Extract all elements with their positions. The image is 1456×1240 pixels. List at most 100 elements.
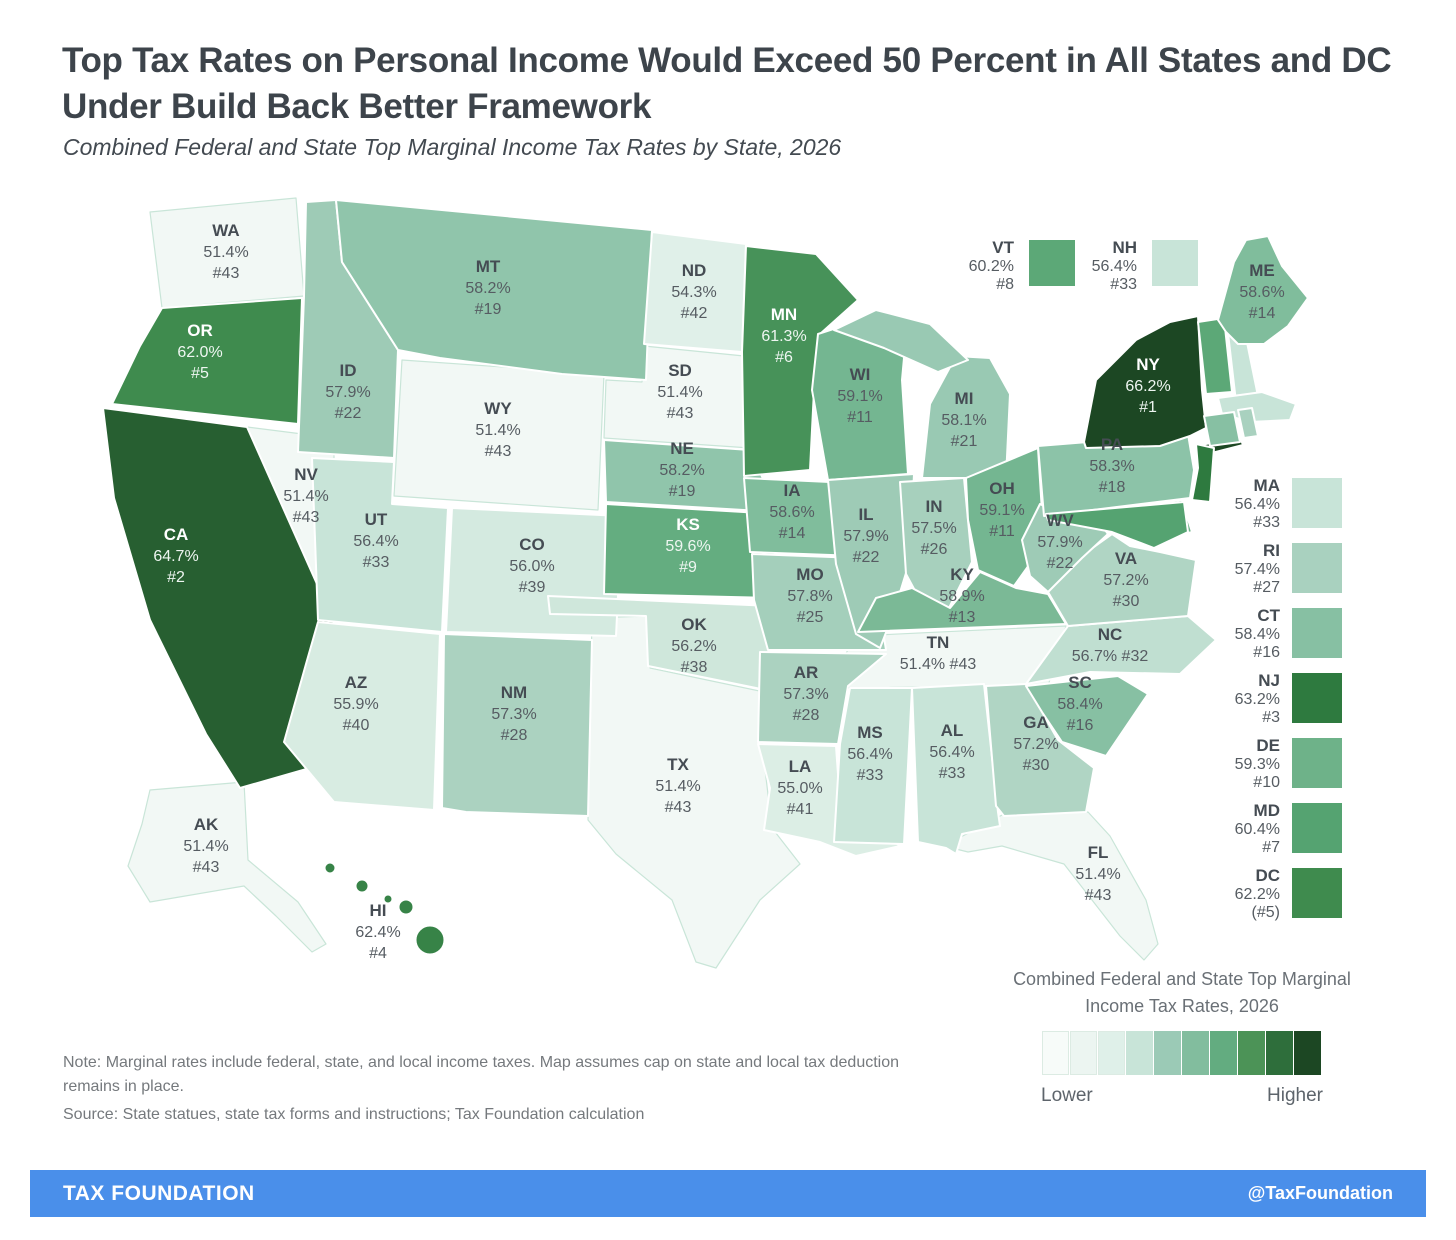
state-label-CA: CA (164, 525, 189, 544)
state-label-CO: CO (519, 535, 545, 554)
state-rate-AR: 57.3% (783, 686, 828, 703)
state-rank-NM: #28 (501, 727, 528, 744)
state-rate-MO: 57.8% (787, 588, 832, 605)
state-shape-NM (441, 633, 593, 817)
state-shape-SC (1025, 675, 1149, 757)
state-shape-AZ (283, 621, 441, 811)
state-label-ND: ND (682, 261, 707, 280)
state-rank-SC: #16 (1067, 717, 1094, 734)
state-rate-ME: 58.6% (1239, 284, 1284, 301)
state-label-KY: KY (950, 565, 974, 584)
state-value-NC: 56.7% #32 (1072, 648, 1149, 665)
callout-rate-DE: 59.3% (1235, 756, 1280, 773)
callout-label-DC: DC (1255, 866, 1280, 885)
state-rate-CA: 64.7% (153, 548, 198, 565)
state-label-IA: IA (784, 481, 801, 500)
state-rate-SD: 51.4% (657, 384, 702, 401)
state-label-NC: NC (1098, 625, 1123, 644)
state-rate-WY: 51.4% (475, 422, 520, 439)
state-label-SD: SD (668, 361, 692, 380)
state-label-AZ: AZ (345, 673, 368, 692)
state-rate-VA: 57.2% (1103, 572, 1148, 589)
state-rate-OR: 62.0% (177, 344, 222, 361)
state-label-AR: AR (794, 663, 819, 682)
state-rate-GA: 57.2% (1013, 736, 1058, 753)
state-rate-TX: 51.4% (655, 778, 700, 795)
callout-label-NH: NH (1112, 238, 1137, 257)
state-label-IL: IL (858, 505, 873, 524)
state-rate-AL: 56.4% (929, 744, 974, 761)
callout-rate-NH: 56.4% (1092, 258, 1137, 275)
state-rank-ND: #42 (681, 305, 708, 322)
callout-rate-NJ: 63.2% (1235, 691, 1280, 708)
state-rate-NE: 58.2% (659, 462, 704, 479)
state-rank-KS: #9 (679, 559, 697, 576)
state-shape-MI (833, 309, 969, 373)
state-label-OK: OK (681, 615, 707, 634)
state-rank-AL: #33 (939, 765, 966, 782)
page-subtitle: Combined Federal and State Top Marginal … (63, 134, 842, 160)
callout-label-VT: VT (992, 238, 1014, 257)
state-shape-AR (757, 651, 887, 745)
callout-rank-MA: #33 (1253, 514, 1280, 531)
callout-rate-VT: 60.2% (969, 258, 1014, 275)
state-shape-UT (311, 457, 449, 633)
social-handle: @TaxFoundation (1247, 1183, 1393, 1203)
state-rank-NE: #19 (669, 483, 696, 500)
state-rate-MN: 61.3% (761, 328, 806, 345)
brand-logo: TAX FOUNDATION (63, 1181, 255, 1205)
state-label-SC: SC (1068, 673, 1092, 692)
state-shape-NY (1083, 315, 1207, 449)
state-rank-MT: #19 (475, 301, 502, 318)
callout-rank-VT: #8 (996, 276, 1014, 293)
callout-rate-RI: 57.4% (1235, 561, 1280, 578)
state-label-ID: ID (340, 361, 357, 380)
state-label-AK: AK (194, 815, 219, 834)
state-label-NY: NY (1136, 355, 1160, 374)
legend-swatch-0 (1042, 1031, 1069, 1075)
state-rate-NY: 66.2% (1125, 378, 1170, 395)
state-label-LA: LA (789, 757, 812, 776)
state-rate-NV: 51.4% (283, 488, 328, 505)
state-rate-LA: 55.0% (777, 780, 822, 797)
state-shape-FL (943, 811, 1159, 961)
state-rank-FL: #43 (1085, 887, 1112, 904)
state-rank-MO: #25 (797, 609, 824, 626)
state-rank-KY: #13 (949, 609, 976, 626)
legend-swatch-6 (1210, 1031, 1237, 1075)
state-label-NV: NV (294, 465, 318, 484)
callout-label-RI: RI (1263, 541, 1280, 560)
callout-rate-DC: 62.2% (1235, 886, 1280, 903)
state-label-HI: HI (370, 901, 387, 920)
state-label-KS: KS (676, 515, 700, 534)
state-rank-CO: #39 (519, 579, 546, 596)
callout-rank-DE: #10 (1253, 774, 1280, 791)
state-rate-ND: 54.3% (671, 284, 716, 301)
legend-swatch-9 (1294, 1031, 1321, 1075)
state-label-OR: OR (187, 321, 213, 340)
callout-swatch-NJ (1292, 673, 1342, 723)
state-rate-MT: 58.2% (465, 280, 510, 297)
state-label-IN: IN (926, 497, 943, 516)
callout-swatch-RI (1292, 543, 1342, 593)
state-label-WI: WI (850, 365, 871, 384)
state-rate-AZ: 55.9% (333, 696, 378, 713)
state-label-MI: MI (955, 389, 974, 408)
state-shape-NJ (1191, 443, 1215, 503)
callout-rank-CT: #16 (1253, 644, 1280, 661)
state-rank-WA: #43 (213, 265, 240, 282)
state-rank-VA: #30 (1113, 593, 1140, 610)
legend-swatch-5 (1182, 1031, 1209, 1075)
state-shape-TX (587, 615, 801, 969)
state-shape-HI-island-4 (415, 925, 445, 955)
state-label-TX: TX (667, 755, 689, 774)
legend-swatch-8 (1266, 1031, 1293, 1075)
state-label-MO: MO (796, 565, 823, 584)
state-rank-OH: #11 (989, 523, 1015, 540)
state-rank-WY: #43 (485, 443, 512, 460)
callout-rank-DC: (#5) (1252, 904, 1280, 921)
state-shape-CT (1203, 411, 1241, 447)
callout-rank-NJ: #3 (1262, 709, 1280, 726)
state-rank-AK: #43 (193, 859, 220, 876)
